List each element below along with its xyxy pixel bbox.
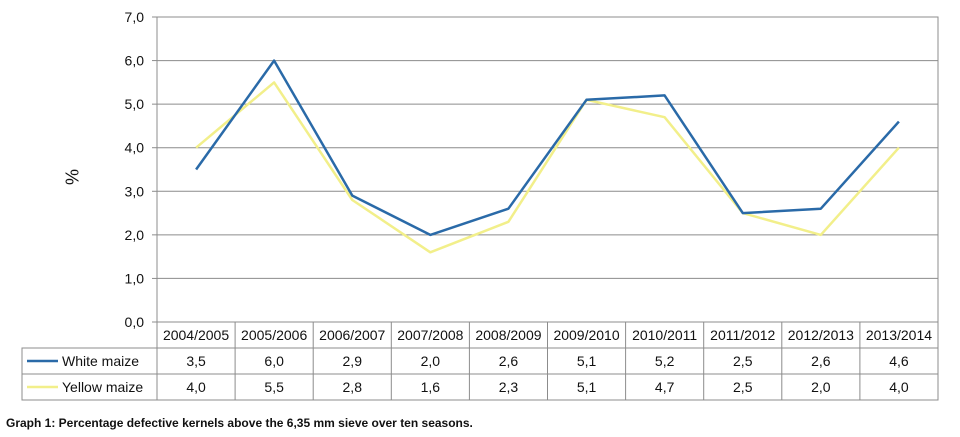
- x-tick-label: 2008/2009: [475, 327, 541, 343]
- data-label: 1,6: [421, 379, 441, 395]
- plot-area: [156, 16, 939, 323]
- y-tick-label: 6,0: [125, 53, 145, 69]
- line-chart: % 0,0 1,0 2,0 3,0 4,0 5,0 6,0 7,0 2004/2005 2005/…: [21, 9, 939, 401]
- y-tick-label: 2,0: [125, 227, 145, 243]
- x-tick-label: 2011/2012: [710, 327, 775, 343]
- data-label: 2,6: [499, 353, 519, 369]
- legend-label: Yellow maize: [62, 379, 143, 395]
- data-label: 5,1: [577, 353, 597, 369]
- y-tick-label: 0,0: [125, 314, 145, 330]
- data-label: 2,9: [343, 353, 363, 369]
- y-tick-label: 1,0: [125, 270, 145, 286]
- data-label: 5,2: [655, 353, 675, 369]
- y-tick-label: 4,0: [125, 140, 145, 156]
- x-tick-label: 2012/2013: [788, 327, 854, 343]
- series-line: [195, 81, 900, 254]
- legend-label: White maize: [62, 353, 139, 369]
- data-label: 5,5: [264, 379, 284, 395]
- y-axis-label: %: [61, 169, 81, 185]
- data-label: 5,1: [577, 379, 597, 395]
- data-label: 2,0: [811, 379, 831, 395]
- data-label: 6,0: [264, 353, 284, 369]
- data-label: 2,5: [733, 353, 753, 369]
- data-label: 2,6: [811, 353, 831, 369]
- x-tick-label: 2006/2007: [319, 327, 385, 343]
- data-label: 2,8: [343, 379, 363, 395]
- data-label: 2,5: [733, 379, 753, 395]
- x-tick-label: 2009/2010: [553, 327, 619, 343]
- x-tick-label: 2004/2005: [163, 327, 229, 343]
- x-tick-label: 2010/2011: [632, 327, 697, 343]
- x-tick-label: 2013/2014: [866, 327, 932, 343]
- data-label: 4,6: [889, 353, 909, 369]
- data-label: 4,7: [655, 379, 675, 395]
- y-tick-label: 5,0: [125, 96, 145, 112]
- y-tick-label: 3,0: [125, 183, 145, 199]
- x-tick-label: 2005/2006: [241, 327, 307, 343]
- chart-caption: Graph 1: Percentage defective kernels ab…: [6, 416, 473, 430]
- y-tick-label: 7,0: [125, 9, 145, 25]
- data-label: 2,0: [421, 353, 441, 369]
- data-label: 2,3: [499, 379, 519, 395]
- data-label: 4,0: [186, 379, 206, 395]
- data-label: 3,5: [186, 353, 206, 369]
- series-line: [195, 59, 900, 237]
- data-label: 4,0: [889, 379, 909, 395]
- x-tick-label: 2007/2008: [397, 327, 463, 343]
